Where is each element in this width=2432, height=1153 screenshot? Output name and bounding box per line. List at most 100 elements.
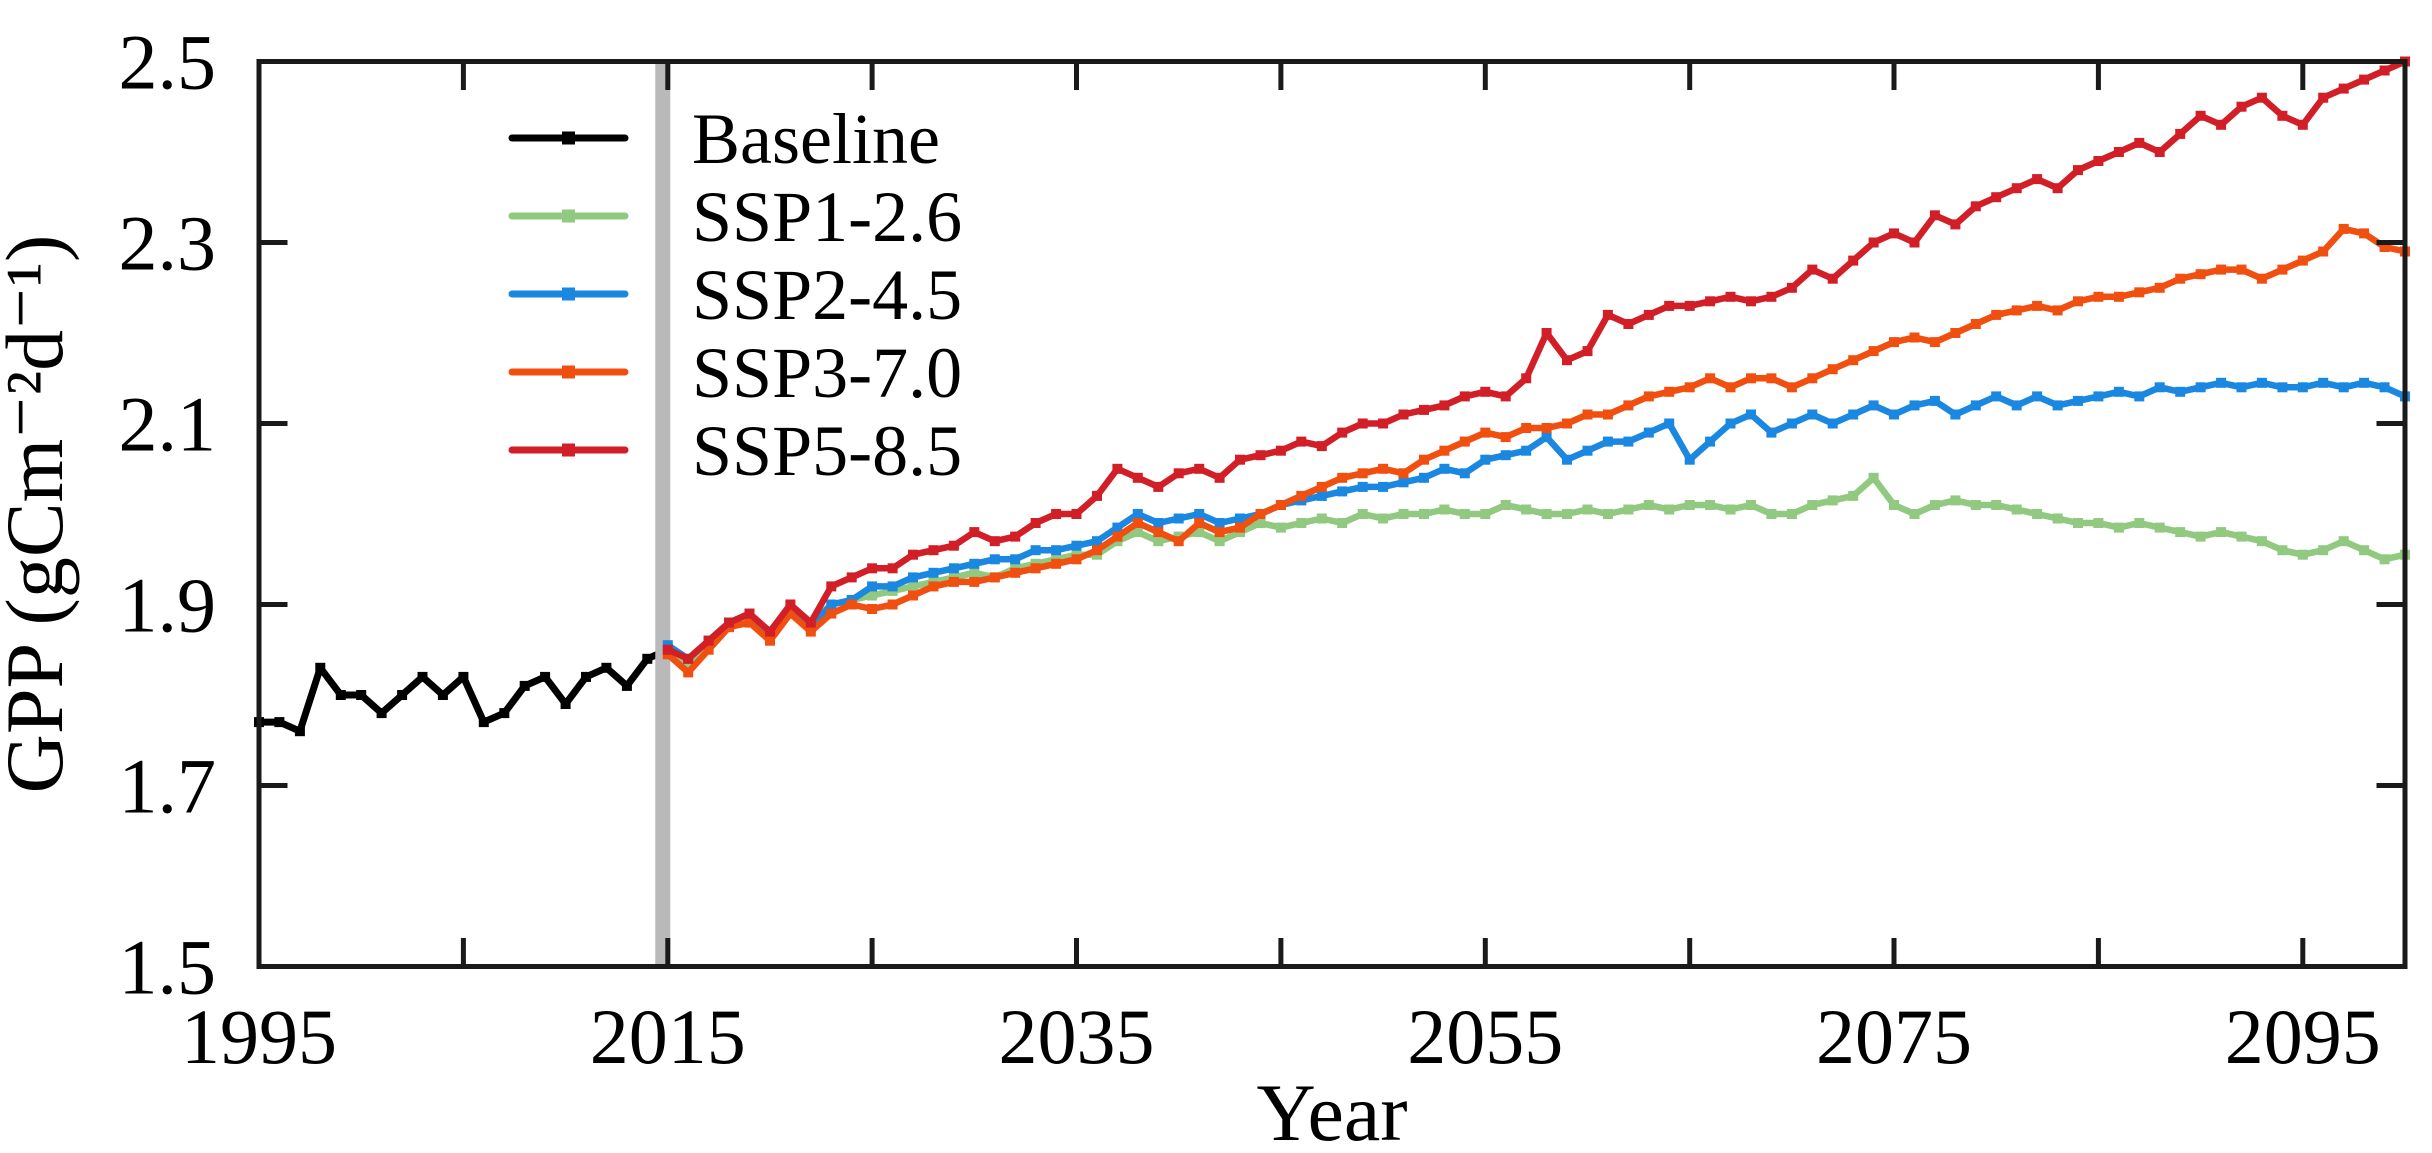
data-point-marker bbox=[1092, 545, 1102, 556]
data-point-marker bbox=[2256, 273, 2267, 284]
data-point-marker bbox=[826, 608, 837, 619]
data-point-marker bbox=[805, 626, 816, 637]
data-point-marker bbox=[1746, 373, 1756, 384]
data-point-marker bbox=[1030, 563, 1041, 574]
data-point-marker bbox=[1746, 409, 1756, 420]
series-markers-SSP3-7.0 bbox=[662, 223, 2410, 678]
data-point-marker bbox=[1255, 518, 1266, 528]
data-point-marker bbox=[1337, 427, 1348, 438]
data-point-marker bbox=[2052, 183, 2063, 194]
data-point-marker bbox=[1807, 409, 1818, 420]
data-point-marker bbox=[1173, 536, 1184, 547]
data-point-marker bbox=[887, 599, 898, 610]
data-point-marker bbox=[1950, 219, 1961, 230]
data-point-marker bbox=[1521, 504, 1532, 515]
data-point-marker bbox=[1357, 468, 1368, 479]
data-point-marker bbox=[1092, 536, 1102, 547]
data-point-marker bbox=[1705, 373, 1716, 384]
data-point-marker bbox=[1378, 463, 1389, 474]
data-point-marker bbox=[887, 581, 898, 592]
legend-marker bbox=[562, 443, 575, 457]
data-point-marker bbox=[417, 671, 428, 682]
data-point-marker bbox=[1439, 445, 1450, 456]
data-point-marker bbox=[1623, 400, 1634, 411]
data-point-marker bbox=[2011, 400, 2022, 411]
data-point-marker bbox=[437, 690, 448, 700]
data-point-marker bbox=[1275, 445, 1286, 456]
data-point-marker bbox=[826, 599, 837, 610]
data-point-marker bbox=[1643, 391, 1654, 402]
plot-border bbox=[256, 59, 2408, 969]
data-point-marker bbox=[2318, 246, 2329, 257]
data-point-marker bbox=[1664, 418, 1675, 429]
x-tick-label-2055: 2055 bbox=[1407, 993, 1563, 1080]
data-point-marker bbox=[1868, 237, 1879, 248]
data-point-marker bbox=[1929, 337, 1940, 348]
data-point-marker bbox=[1132, 518, 1143, 528]
data-point-marker bbox=[2052, 513, 2063, 524]
data-point-marker bbox=[1970, 400, 1981, 411]
data-point-marker bbox=[1357, 481, 1368, 492]
data-point-marker bbox=[1582, 445, 1593, 456]
data-point-marker bbox=[1357, 509, 1368, 519]
data-point-marker bbox=[1010, 554, 1021, 565]
data-point-marker bbox=[785, 599, 796, 610]
data-point-marker bbox=[1664, 386, 1675, 397]
data-point-marker bbox=[703, 635, 714, 646]
data-point-marker bbox=[2175, 273, 2186, 284]
data-point-marker bbox=[928, 545, 939, 556]
data-point-marker bbox=[1950, 328, 1961, 338]
data-point-marker bbox=[2113, 386, 2124, 397]
data-point-marker bbox=[1582, 504, 1593, 515]
data-point-marker bbox=[2175, 527, 2186, 538]
ticks-layer bbox=[261, 64, 2403, 964]
data-point-marker bbox=[2236, 531, 2247, 542]
data-point-marker bbox=[1909, 400, 1920, 411]
data-point-marker bbox=[1705, 500, 1716, 510]
data-point-marker bbox=[2359, 545, 2370, 556]
data-point-marker bbox=[2216, 527, 2227, 538]
data-point-marker bbox=[2297, 549, 2308, 560]
y-tick-label-1.7: 1.7 bbox=[119, 743, 217, 830]
data-point-marker bbox=[2032, 391, 2043, 402]
data-point-marker bbox=[2277, 110, 2288, 121]
data-point-marker bbox=[1419, 509, 1429, 519]
data-point-marker bbox=[2379, 242, 2390, 252]
data-point-marker bbox=[2154, 147, 2165, 157]
data-point-marker bbox=[867, 563, 878, 574]
data-point-marker bbox=[601, 662, 612, 673]
data-point-marker bbox=[1991, 192, 2002, 203]
legend-marker bbox=[562, 209, 575, 223]
data-point-marker bbox=[989, 572, 1000, 583]
data-point-marker bbox=[1398, 468, 1409, 479]
data-point-marker bbox=[1684, 500, 1695, 510]
data-point-marker bbox=[499, 708, 510, 719]
series-markers-SSP1-2.6 bbox=[662, 472, 2410, 669]
data-point-marker bbox=[2011, 183, 2022, 194]
data-point-marker bbox=[846, 599, 857, 610]
data-point-marker bbox=[703, 644, 714, 655]
data-point-marker bbox=[724, 617, 735, 628]
data-point-marker bbox=[969, 558, 980, 569]
legend-item-SSP5-8.5: SSP5-8.5 bbox=[508, 411, 962, 491]
data-point-marker bbox=[1132, 527, 1143, 538]
data-point-marker bbox=[1766, 427, 1777, 438]
data-point-marker bbox=[315, 662, 326, 673]
data-point-marker bbox=[908, 590, 918, 601]
data-point-marker bbox=[2236, 264, 2247, 275]
data-point-marker bbox=[1602, 509, 1613, 519]
data-point-marker bbox=[1827, 418, 1838, 429]
data-point-marker bbox=[1521, 423, 1532, 433]
data-point-marker bbox=[908, 549, 918, 560]
data-point-marker bbox=[2379, 65, 2390, 76]
data-point-marker bbox=[1459, 468, 1470, 479]
data-point-marker bbox=[2134, 518, 2145, 528]
data-point-marker bbox=[785, 608, 796, 619]
data-point-marker bbox=[581, 671, 591, 682]
data-point-marker bbox=[1705, 296, 1716, 307]
data-point-marker bbox=[1991, 391, 2002, 402]
data-point-marker bbox=[989, 536, 1000, 547]
data-point-marker bbox=[846, 572, 857, 583]
data-point-marker bbox=[1235, 454, 1245, 465]
